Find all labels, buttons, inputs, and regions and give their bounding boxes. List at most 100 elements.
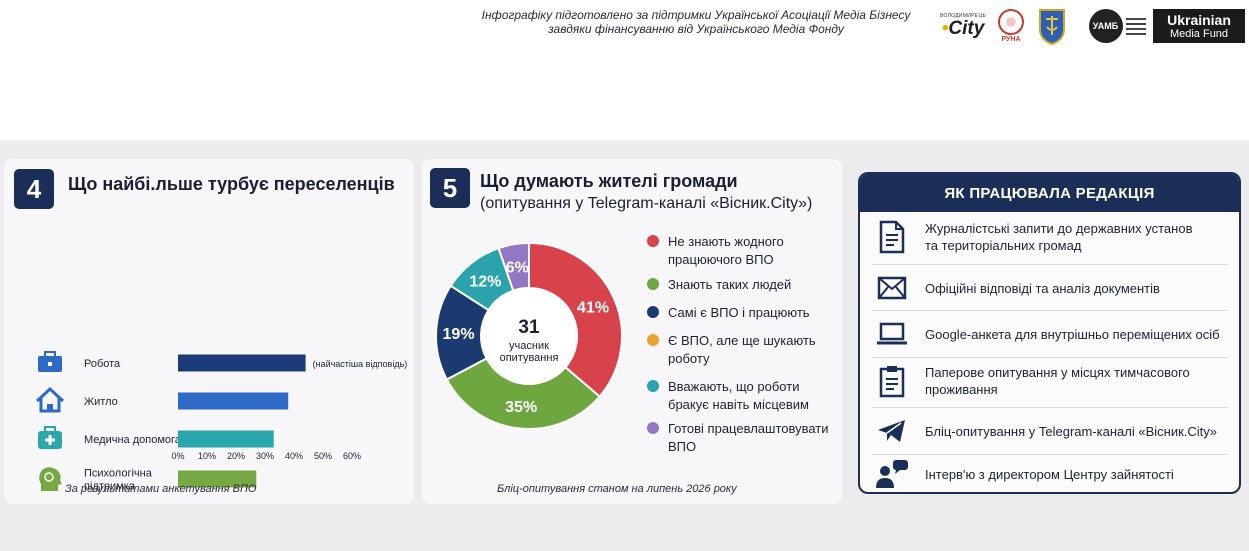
legend-marker [647, 235, 659, 247]
legend-label: бракує навіть місцевим [668, 397, 809, 412]
umf-logo-line-2: Media Fund [1169, 27, 1229, 40]
x-tick-label: 50% [314, 451, 332, 461]
legend-label: Готові працевлаштовувати [668, 421, 829, 436]
divider [872, 454, 1228, 455]
donut-slice [528, 241, 623, 398]
envelope-icon [870, 271, 914, 305]
method-text-requests: Журналістські запити до державних устано… [925, 221, 1193, 253]
document-icon [870, 220, 914, 254]
donut-center-label: опитування [500, 352, 559, 364]
method-text-official-answers: Офіційні відповіді та аналіз документів [925, 280, 1160, 296]
divider [872, 357, 1228, 358]
legend-item: Не знають жодного працюючого ВПО [647, 234, 784, 267]
method-item-official-answers: Офіційні відповіді та аналіз документів [870, 271, 1228, 305]
house-icon [35, 386, 65, 413]
legend-label: Знають таких людей [668, 277, 791, 292]
legend-item: Самі є ВПО і працюють [647, 305, 810, 320]
method-item-interview: Інтерв'ю з директором Центру зайнятості [870, 457, 1228, 491]
divider [872, 310, 1228, 311]
laptop-icon [870, 317, 914, 351]
bar-annotation: (найчастіша відповідь) [313, 359, 408, 369]
bar-category-label: Психологічна [84, 468, 153, 480]
legend-item: Вважають, що роботи бракує навіть місцеви… [647, 379, 809, 412]
card-concerns: 4 Що найбі.льше турбує переселенців Робо… [4, 159, 414, 504]
method-item-paper-survey: Паперове опитування у місцях тимчасового… [870, 364, 1228, 398]
bar [178, 430, 274, 448]
bar-category-label: Житло [84, 396, 118, 408]
concerns-bar-chart: Робота (найчастіша відповідь) Житло Медична… [35, 351, 408, 493]
partner-logos: ВОЛОДИМИРЕЦЬ •City РУНА УАМБ Ukrainian M… [935, 4, 1245, 48]
uamb-logo[interactable]: УАМБ [1087, 8, 1147, 44]
concerns-source-note: За результатами анкетування ВПО [65, 483, 257, 495]
divider [872, 264, 1228, 265]
volodymyrets-city-logo[interactable]: ВОЛОДИМИРЕЦЬ •City [937, 8, 989, 44]
city-logo-text: •City [941, 18, 985, 39]
bar [178, 392, 289, 410]
uamb-logo-text: УАМБ [1088, 9, 1123, 43]
section-number-4: 4 [14, 169, 54, 209]
legend-item: Знають таких людей [647, 277, 791, 292]
x-tick-label: 20% [227, 451, 245, 461]
x-tick-label: 60% [343, 451, 361, 461]
donut-slice-label: 41% [577, 300, 609, 317]
legend-marker [647, 380, 659, 392]
donut-center-label: учасник [509, 340, 549, 352]
donut-hole [482, 289, 576, 383]
medical-kit-icon [38, 426, 62, 449]
donut-center-value: 31 [518, 317, 540, 338]
legend-marker [647, 334, 659, 346]
umf-logo-line-1: Ukrainian [1167, 11, 1231, 28]
donut-slice-label: 6% [506, 259, 529, 276]
concerns-title: Що найбі.льше турбує переселенців [68, 174, 395, 194]
x-tick-label: 0% [171, 451, 184, 461]
telegram-plane-icon [870, 414, 914, 448]
legend-label: Не знають жодного [668, 234, 784, 249]
method-item-requests: Журналістські запити до державних устано… [870, 220, 1228, 254]
bar-category-label: Робота [84, 358, 121, 370]
coat-of-arms-icon [1039, 9, 1065, 45]
bar [178, 354, 306, 372]
uamb-logo-lines [1125, 15, 1146, 38]
briefcase-icon [38, 351, 62, 372]
legend-label: ВПО [668, 439, 696, 454]
donut-slice [497, 241, 530, 292]
bar-row: Житло [35, 386, 289, 413]
bar-category-label: Медична допомога [84, 434, 182, 446]
interview-people-icon [870, 457, 914, 491]
ukrainian-media-fund-logo[interactable]: Ukrainian Media Fund [1153, 9, 1245, 43]
credit-text: Інфографіку підготовлено за підтримки Ук… [462, 8, 930, 36]
x-tick-label: 30% [256, 451, 274, 461]
bar-row: Медична допомога [38, 426, 274, 449]
bar-category-label: підтримка [84, 481, 136, 493]
card-survey: 5 Що думають жителі громади (опитування … [422, 159, 842, 504]
legend-marker [647, 306, 659, 318]
legend-label: працюючого ВПО [668, 252, 774, 267]
method-text-google-form: Google-анкета для внутрішньо переміщених… [925, 326, 1220, 342]
survey-title: Що думають жителі громади [480, 171, 738, 191]
credit-line-2: завдяки фінансуванню від Українського Ме… [548, 22, 844, 36]
legend-label: Є ВПО, але ще шукають [668, 333, 816, 348]
divider [872, 407, 1228, 408]
clipboard-icon [870, 364, 914, 398]
legend-item: Готові працевлаштовувати ВПО [647, 421, 829, 454]
coat-of-arms-logo[interactable] [1037, 7, 1067, 45]
legend-marker [647, 422, 659, 434]
method-item-telegram-poll: Бліц-опитування у Telegram-каналі «Вісни… [870, 414, 1228, 448]
legend-label: роботу [668, 351, 710, 366]
runa-logo[interactable]: РУНА [997, 6, 1025, 46]
donut-slice-label: 35% [505, 399, 537, 416]
legend-label: Самі є ВПО і працюють [668, 305, 810, 320]
x-tick-label: 10% [198, 451, 216, 461]
city-logo-small-text: ВОЛОДИМИРЕЦЬ [939, 13, 987, 19]
runa-logo-text: РУНА [1001, 36, 1021, 43]
method-item-google-form: Google-анкета для внутрішньо переміщених… [870, 317, 1228, 351]
method-text-telegram-poll: Бліц-опитування у Telegram-каналі «Вісни… [925, 423, 1218, 439]
credit-line-1: Інфографіку підготовлено за підтримки Ук… [481, 8, 911, 22]
donut-slice-label: 19% [443, 326, 475, 343]
panel-title: ЯК ПРАЦЮВАЛА РЕДАКЦІЯ [860, 174, 1239, 212]
legend-item: Є ВПО, але ще шукають роботу [647, 333, 816, 366]
survey-source-note: Бліц-опитування станом на липень 2026 ро… [497, 483, 737, 495]
section-number-5: 5 [430, 168, 470, 208]
